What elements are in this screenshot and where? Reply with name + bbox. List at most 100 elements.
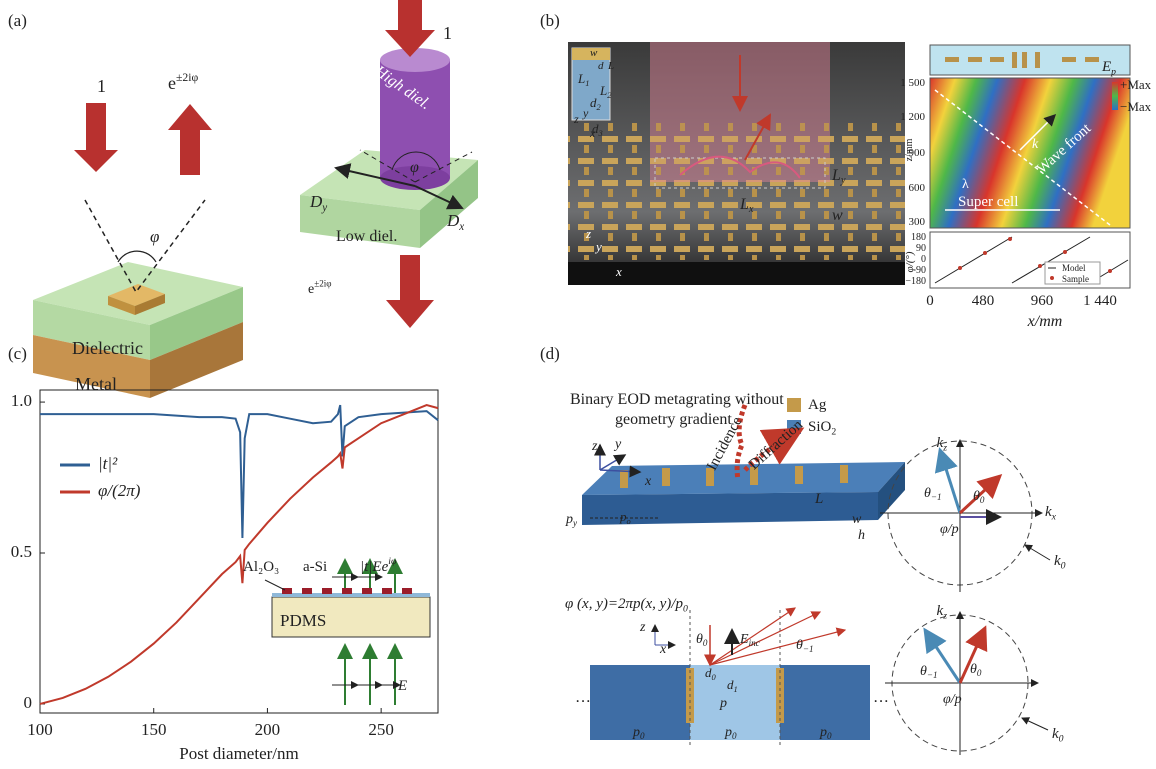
label: e±2iφ xyxy=(168,70,199,93)
label-text: z xyxy=(585,226,591,241)
label-text: θ xyxy=(924,486,931,501)
label: 480 xyxy=(972,293,995,309)
label-text: 300 xyxy=(909,216,926,228)
label-text: p xyxy=(719,696,727,711)
label-text: d xyxy=(590,95,597,110)
label: d3 xyxy=(592,121,603,138)
label: w xyxy=(590,47,598,59)
label: 1 xyxy=(97,76,106,96)
label-text: λ xyxy=(962,177,969,192)
label-text: Dielectric xyxy=(72,338,143,358)
series-line xyxy=(40,404,439,538)
label-text: φ/(°) xyxy=(904,251,916,272)
label: φ/(°) xyxy=(904,251,916,272)
subscript: p xyxy=(1110,67,1116,78)
label: 1 500 xyxy=(900,77,925,89)
subscript: 0 xyxy=(703,638,708,648)
label-text: k xyxy=(1054,553,1061,569)
label-text: z/mm xyxy=(904,138,915,161)
label-text: 480 xyxy=(972,293,995,309)
subscript: 2 xyxy=(607,90,612,100)
subscript: y xyxy=(840,175,846,186)
label-text: x xyxy=(659,642,667,657)
inset-schematic xyxy=(264,558,431,705)
metagrating-lower: ··· ··· xyxy=(575,607,889,745)
label-text: E xyxy=(739,632,749,647)
subscript: 0 xyxy=(640,731,645,741)
label: 90 xyxy=(916,243,926,254)
label: z xyxy=(639,620,646,635)
label: w xyxy=(832,207,843,224)
subscript: 0 xyxy=(1061,561,1066,572)
label-text: d xyxy=(727,677,734,692)
label: z xyxy=(585,226,591,241)
label: d xyxy=(598,60,604,72)
label: φ (x, y)=2πp(x, y)/p0 xyxy=(565,596,688,614)
series-line xyxy=(39,404,439,705)
label-text: E xyxy=(397,678,407,694)
label-text: h xyxy=(858,528,865,543)
label: z/mm xyxy=(904,138,915,161)
panel-label: (c) xyxy=(8,344,27,363)
annotation: PDMS xyxy=(280,611,326,630)
label: p0 xyxy=(819,725,832,741)
label: kz xyxy=(937,603,948,621)
label: d1 xyxy=(727,677,738,694)
label-text: 900 xyxy=(909,147,926,159)
subscript: −1 xyxy=(931,492,942,502)
subscript: 0 xyxy=(1059,734,1064,745)
label: Ag xyxy=(808,397,827,413)
subscript: z xyxy=(942,443,947,454)
subscript: 0 xyxy=(732,731,737,741)
label: SiO2 xyxy=(808,419,836,437)
label: k0 xyxy=(1052,726,1064,744)
label: 900 xyxy=(909,147,926,159)
annotation: Al₂O₃ xyxy=(243,559,279,575)
subscript: inc xyxy=(749,638,760,648)
label-text: z xyxy=(591,439,598,454)
label: kx xyxy=(1045,504,1057,522)
label-text: L xyxy=(577,71,585,86)
label-text: φ xyxy=(150,227,159,246)
label-text: θ xyxy=(920,664,927,679)
label: d2 xyxy=(590,95,602,112)
label-text: |t|Ee xyxy=(360,559,389,575)
label: 1 440 xyxy=(1083,293,1117,309)
label: y xyxy=(613,437,622,452)
label-text: e xyxy=(168,73,176,93)
label-text: Sample xyxy=(1062,274,1089,284)
x-tick-label: 100 xyxy=(27,720,53,739)
label: p0 xyxy=(632,725,645,741)
label: −180 xyxy=(905,276,926,287)
label-text: L xyxy=(607,60,614,72)
label-text: k xyxy=(1032,137,1039,152)
label-text: 960 xyxy=(1031,293,1054,309)
label: x xyxy=(659,642,667,657)
label: kz xyxy=(937,435,948,453)
label-text: Low diel. xyxy=(336,228,397,245)
x-tick-label: 150 xyxy=(141,720,167,739)
label-text: k xyxy=(1045,504,1052,520)
subscript: y xyxy=(321,202,327,214)
label-text: 0 xyxy=(921,254,926,265)
label-text: d xyxy=(705,665,712,680)
subscript: 0 xyxy=(827,731,832,741)
label-text: 1 200 xyxy=(900,111,925,123)
label-text: k xyxy=(937,435,944,451)
subscript: 1 xyxy=(734,684,738,694)
label: 600 xyxy=(909,182,926,194)
label-text: L xyxy=(814,491,823,507)
label: 960 xyxy=(1031,293,1054,309)
label: φ xyxy=(410,159,419,176)
label-text: p xyxy=(819,725,827,740)
label-text: Metal xyxy=(75,374,117,394)
label-text: D xyxy=(446,211,460,230)
label: 1 xyxy=(443,23,452,43)
label: Einc xyxy=(739,632,760,648)
label: L xyxy=(814,491,823,507)
label-text: x xyxy=(615,264,622,279)
label-text: D xyxy=(309,192,323,211)
label-text: e xyxy=(308,282,314,297)
label: θ0 xyxy=(970,662,982,678)
